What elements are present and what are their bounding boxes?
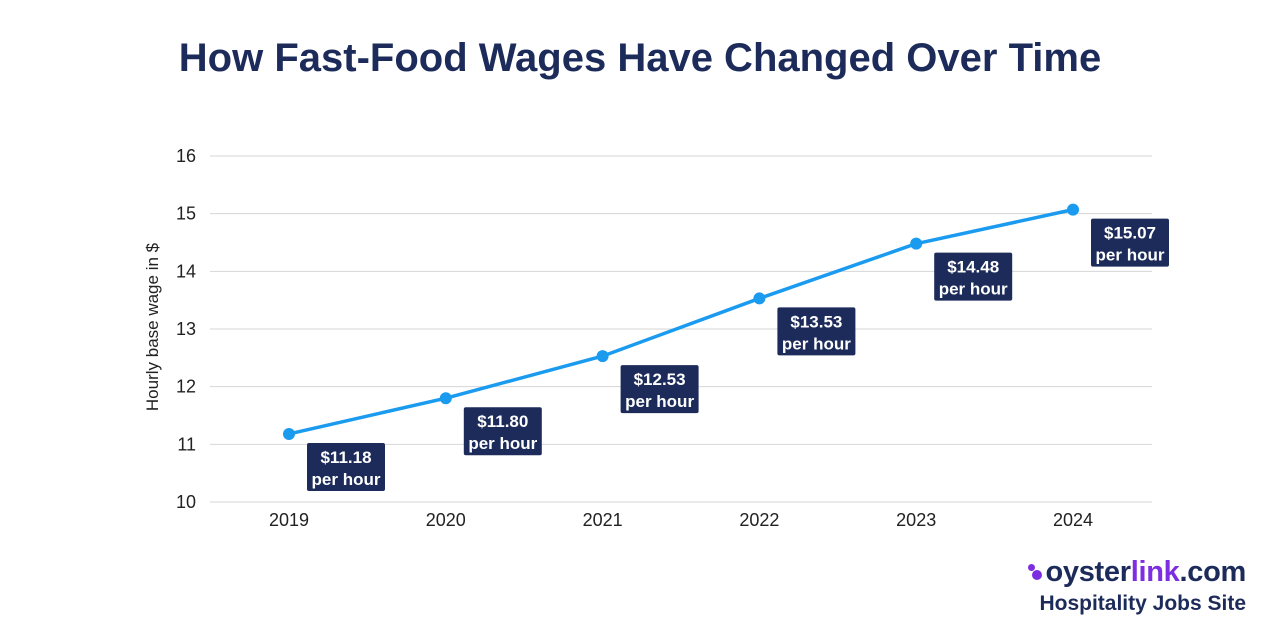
brand-name-link: link: [1130, 556, 1180, 588]
brand-tagline: Hospitality Jobs Site: [1039, 592, 1246, 615]
y-tick-label: 11: [177, 434, 196, 454]
data-label: $13.53 per hour: [777, 307, 856, 356]
data-point: [439, 392, 452, 405]
x-tick-label: 2022: [739, 510, 779, 530]
data-label-value: $14.48: [947, 258, 999, 277]
brand-mark-icon: [1027, 561, 1043, 581]
y-tick-label: 10: [176, 492, 196, 512]
data-label-value: $13.53: [790, 312, 842, 331]
x-tick-label: 2020: [426, 510, 466, 530]
series-line-path: [288, 207, 1074, 436]
data-label-box: [307, 442, 385, 491]
data-label: $12.53 per hour: [620, 365, 699, 414]
data-label-box: [620, 365, 699, 414]
x-tick-label: 2019: [269, 510, 309, 530]
x-axis-ticks: 2019 2020 2021 2022 2023 2024: [269, 510, 1093, 530]
data-point: [753, 292, 766, 305]
data-label-unit: per hour: [625, 392, 694, 411]
data-label-value: $11.18: [320, 448, 371, 467]
data-label-unit: per hour: [939, 280, 1008, 299]
x-tick-label: 2021: [583, 510, 623, 530]
y-tick-label: 13: [176, 319, 196, 339]
data-label: $11.80 per hour: [463, 407, 542, 456]
data-label-unit: per hour: [1096, 246, 1165, 265]
data-point: [283, 427, 295, 440]
data-label: $15.07 per hour: [1091, 218, 1169, 267]
x-tick-label: 2023: [896, 510, 936, 530]
y-axis-ticks: 10 11 12 13 14 15 16: [176, 146, 196, 512]
y-tick-label: 12: [176, 377, 196, 397]
brand-logo: oysterlink.com Hospitality Jobs Site: [1027, 556, 1246, 616]
data-label-box: [934, 252, 1013, 301]
data-point: [910, 237, 923, 250]
data-label-value: $12.53: [634, 370, 686, 389]
y-tick-label: 16: [176, 146, 196, 166]
brand-name-suffix: .com: [1179, 556, 1247, 588]
data-label-value: $15.07: [1104, 224, 1156, 243]
data-points: [283, 203, 1079, 440]
series-line: [288, 207, 1074, 436]
brand-name: oysterlink.com: [1027, 556, 1246, 588]
brand-name-prefix: oyster: [1045, 556, 1131, 588]
data-label: $14.48 per hour: [934, 252, 1013, 301]
data-label-box: [463, 407, 542, 456]
data-label: $11.18 per hour: [307, 442, 385, 491]
data-label-box: [777, 307, 856, 356]
data-labels: $11.18 per hour $11.80 per hour $12.53 per ho…: [307, 218, 1169, 491]
chart-title: How Fast-Food Wages Have Changed Over Ti…: [178, 36, 1102, 80]
data-label-box: [1091, 218, 1169, 267]
data-label-unit: per hour: [782, 334, 851, 353]
y-tick-label: 14: [176, 261, 196, 281]
data-point: [596, 350, 609, 363]
data-label-unit: per hour: [312, 470, 381, 489]
y-axis-label: Hourly base wage in $: [143, 242, 162, 411]
y-tick-label: 15: [176, 204, 196, 224]
x-tick-label: 2024: [1053, 510, 1093, 530]
data-label-value: $11.80: [477, 412, 528, 431]
data-point: [1067, 203, 1079, 216]
data-label-unit: per hour: [468, 434, 537, 453]
